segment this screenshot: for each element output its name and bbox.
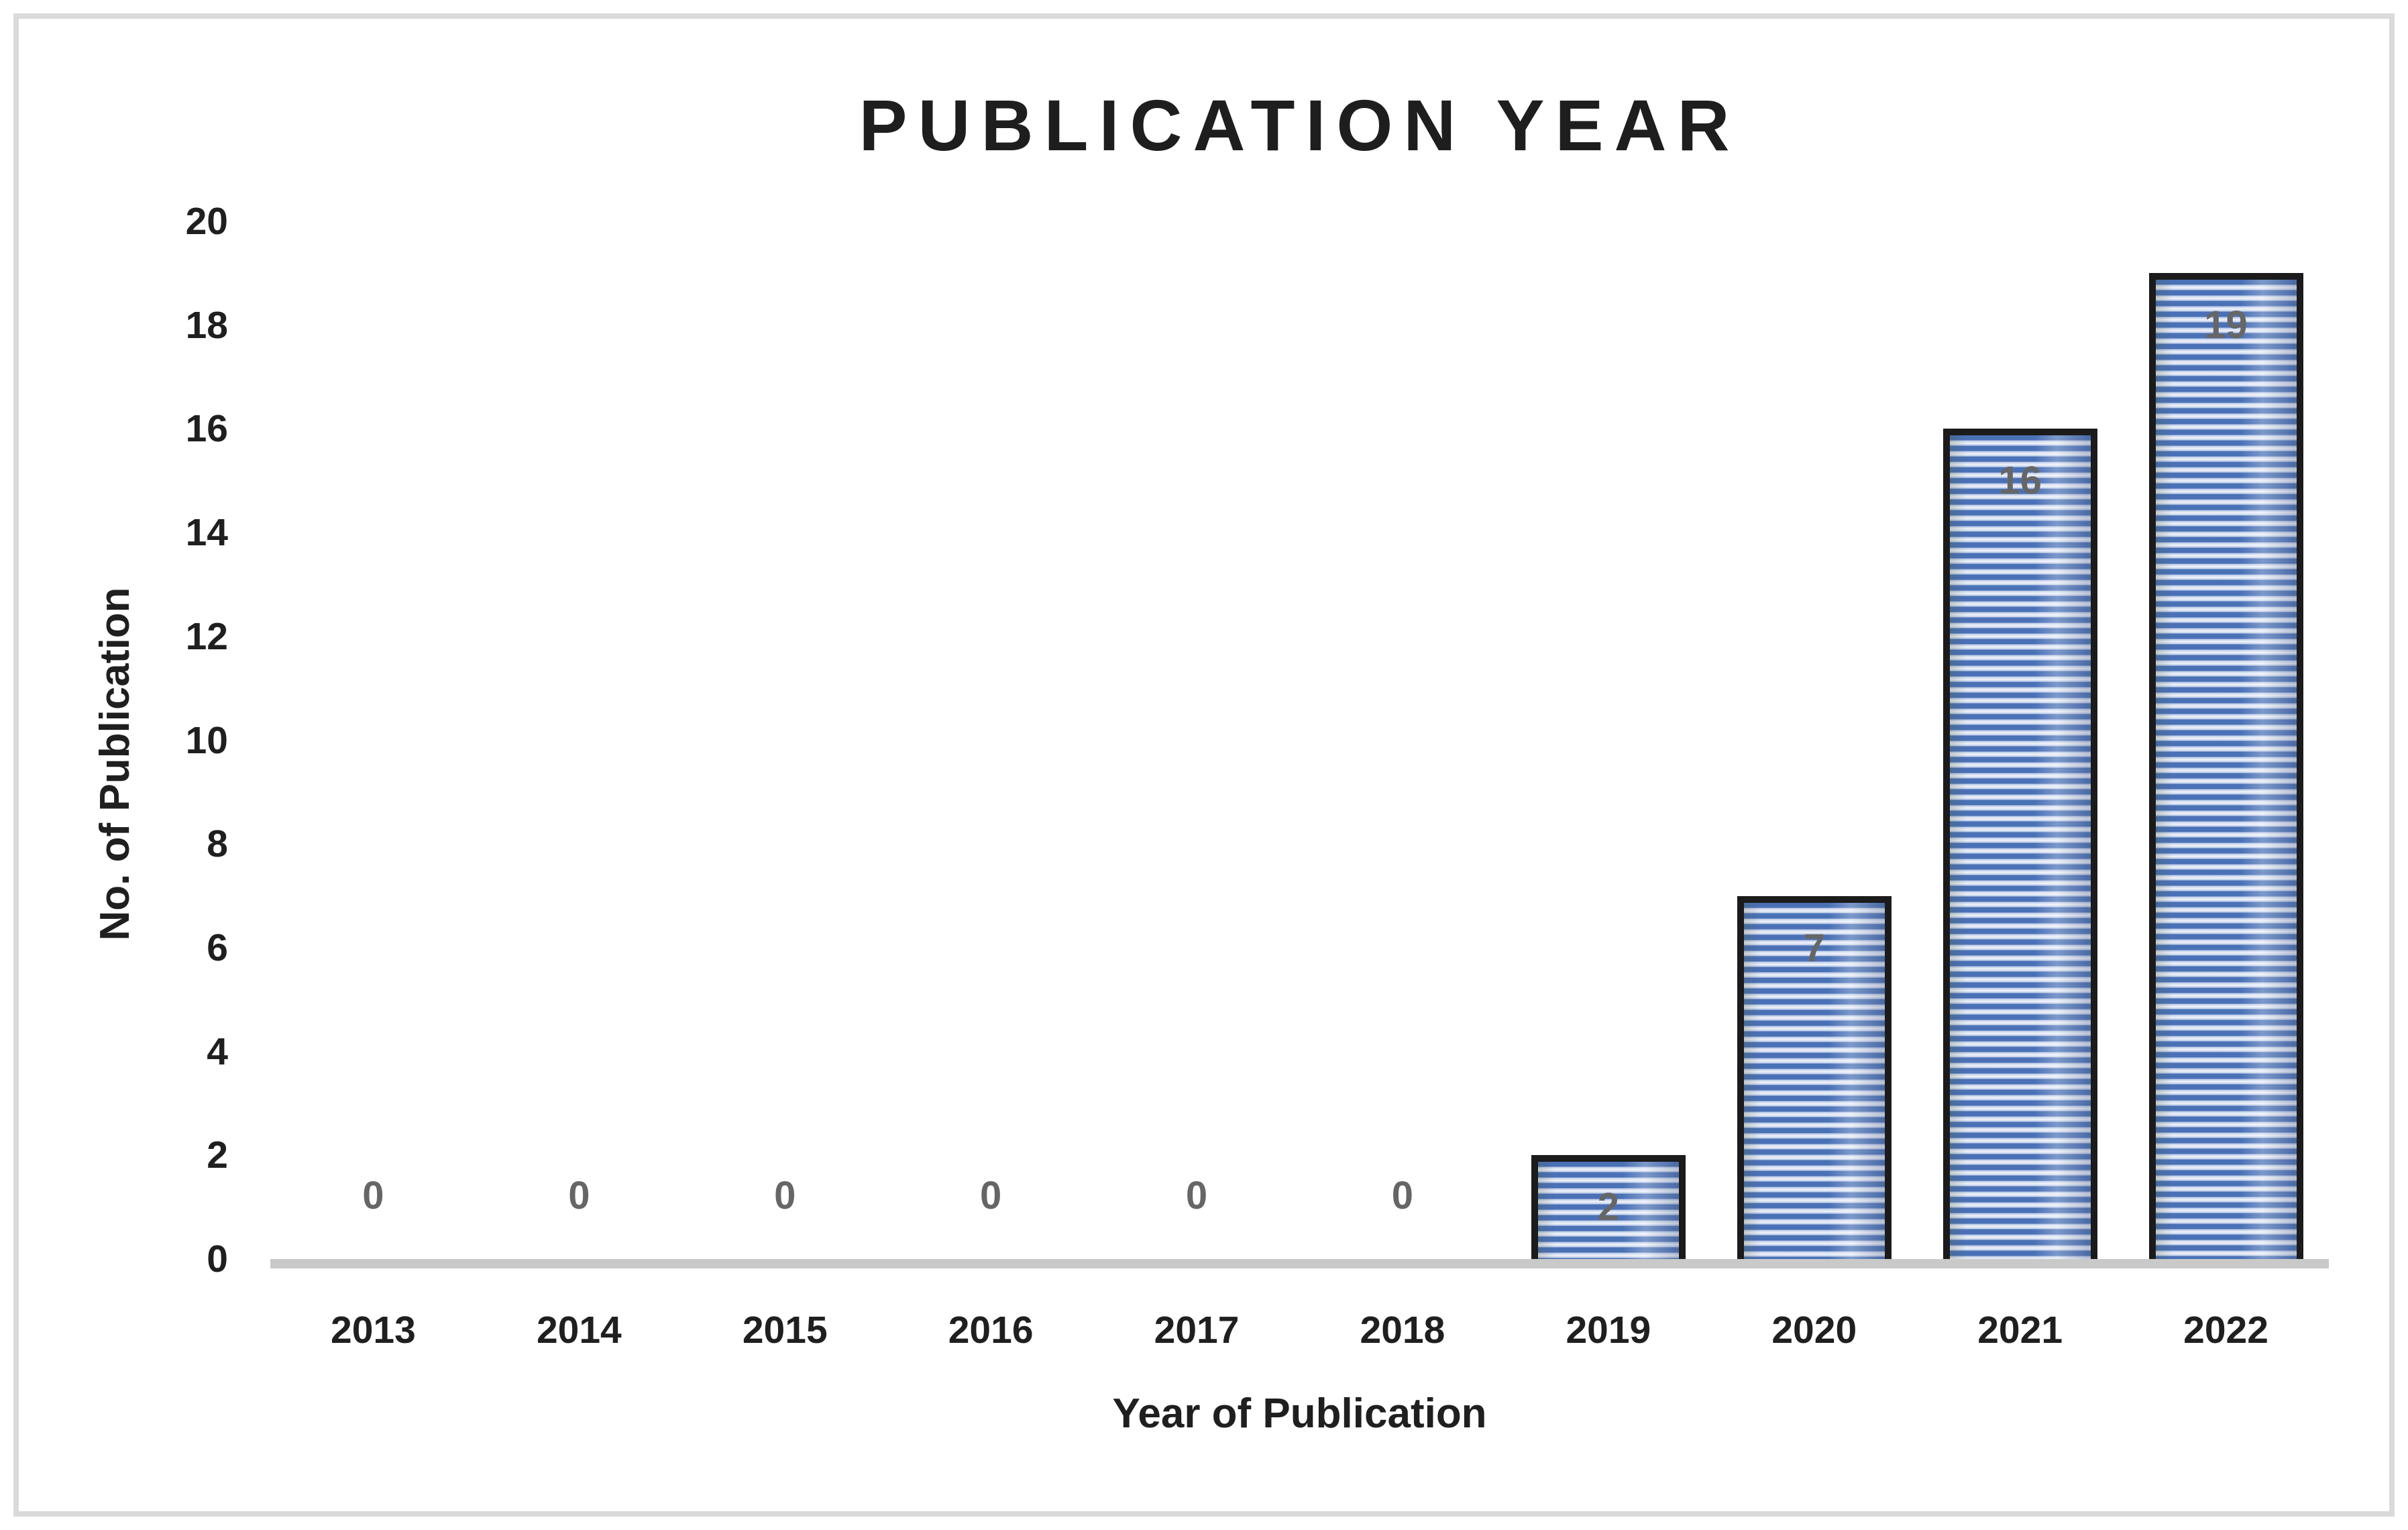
y-tick-label: 20 (185, 200, 228, 243)
x-tick-label: 2018 (1360, 1309, 1445, 1352)
chart-title: PUBLICATION YEAR (859, 85, 1741, 166)
bar-data-label: 0 (362, 1174, 384, 1217)
bar (1737, 895, 1892, 1259)
y-tick-label: 10 (185, 718, 228, 762)
x-tick-label: 2022 (2183, 1309, 2268, 1352)
x-tick-label: 2021 (1977, 1309, 2063, 1352)
bar-data-label: 19 (2204, 303, 2248, 347)
bar-data-label: 0 (980, 1174, 1002, 1217)
bar (2148, 273, 2303, 1259)
y-tick-label: 4 (207, 1030, 228, 1073)
x-tick-label: 2014 (536, 1309, 622, 1352)
bar-data-label: 7 (1803, 926, 1825, 970)
bar-data-label: 0 (774, 1174, 796, 1217)
y-tick-label: 8 (207, 822, 228, 866)
x-tick-label: 2017 (1154, 1309, 1240, 1352)
y-tick-label: 0 (207, 1238, 228, 1280)
y-tick-label: 12 (185, 614, 228, 658)
bar-data-label: 0 (1391, 1174, 1414, 1217)
bar-data-label: 0 (1185, 1174, 1208, 1217)
x-tick-label: 2015 (742, 1309, 828, 1352)
bar-data-label: 0 (568, 1174, 590, 1217)
bar-data-label: 16 (1998, 459, 2042, 503)
x-axis-title: Year of Publication (1112, 1390, 1487, 1437)
bar (1942, 429, 2097, 1259)
x-axis-line (270, 1259, 2329, 1268)
x-tick-label: 2013 (331, 1309, 416, 1352)
y-tick-label: 18 (185, 303, 228, 347)
y-tick-label: 14 (185, 511, 228, 555)
x-tick-label: 2020 (1771, 1309, 1857, 1352)
x-tick-label: 2019 (1566, 1309, 1651, 1352)
bar-data-label: 2 (1597, 1185, 1619, 1230)
y-tick-label: 16 (185, 407, 228, 451)
y-tick-label: 2 (207, 1134, 228, 1177)
bar (1531, 1155, 1686, 1259)
y-tick-label: 6 (207, 926, 228, 969)
x-tick-label: 2016 (948, 1309, 1034, 1352)
